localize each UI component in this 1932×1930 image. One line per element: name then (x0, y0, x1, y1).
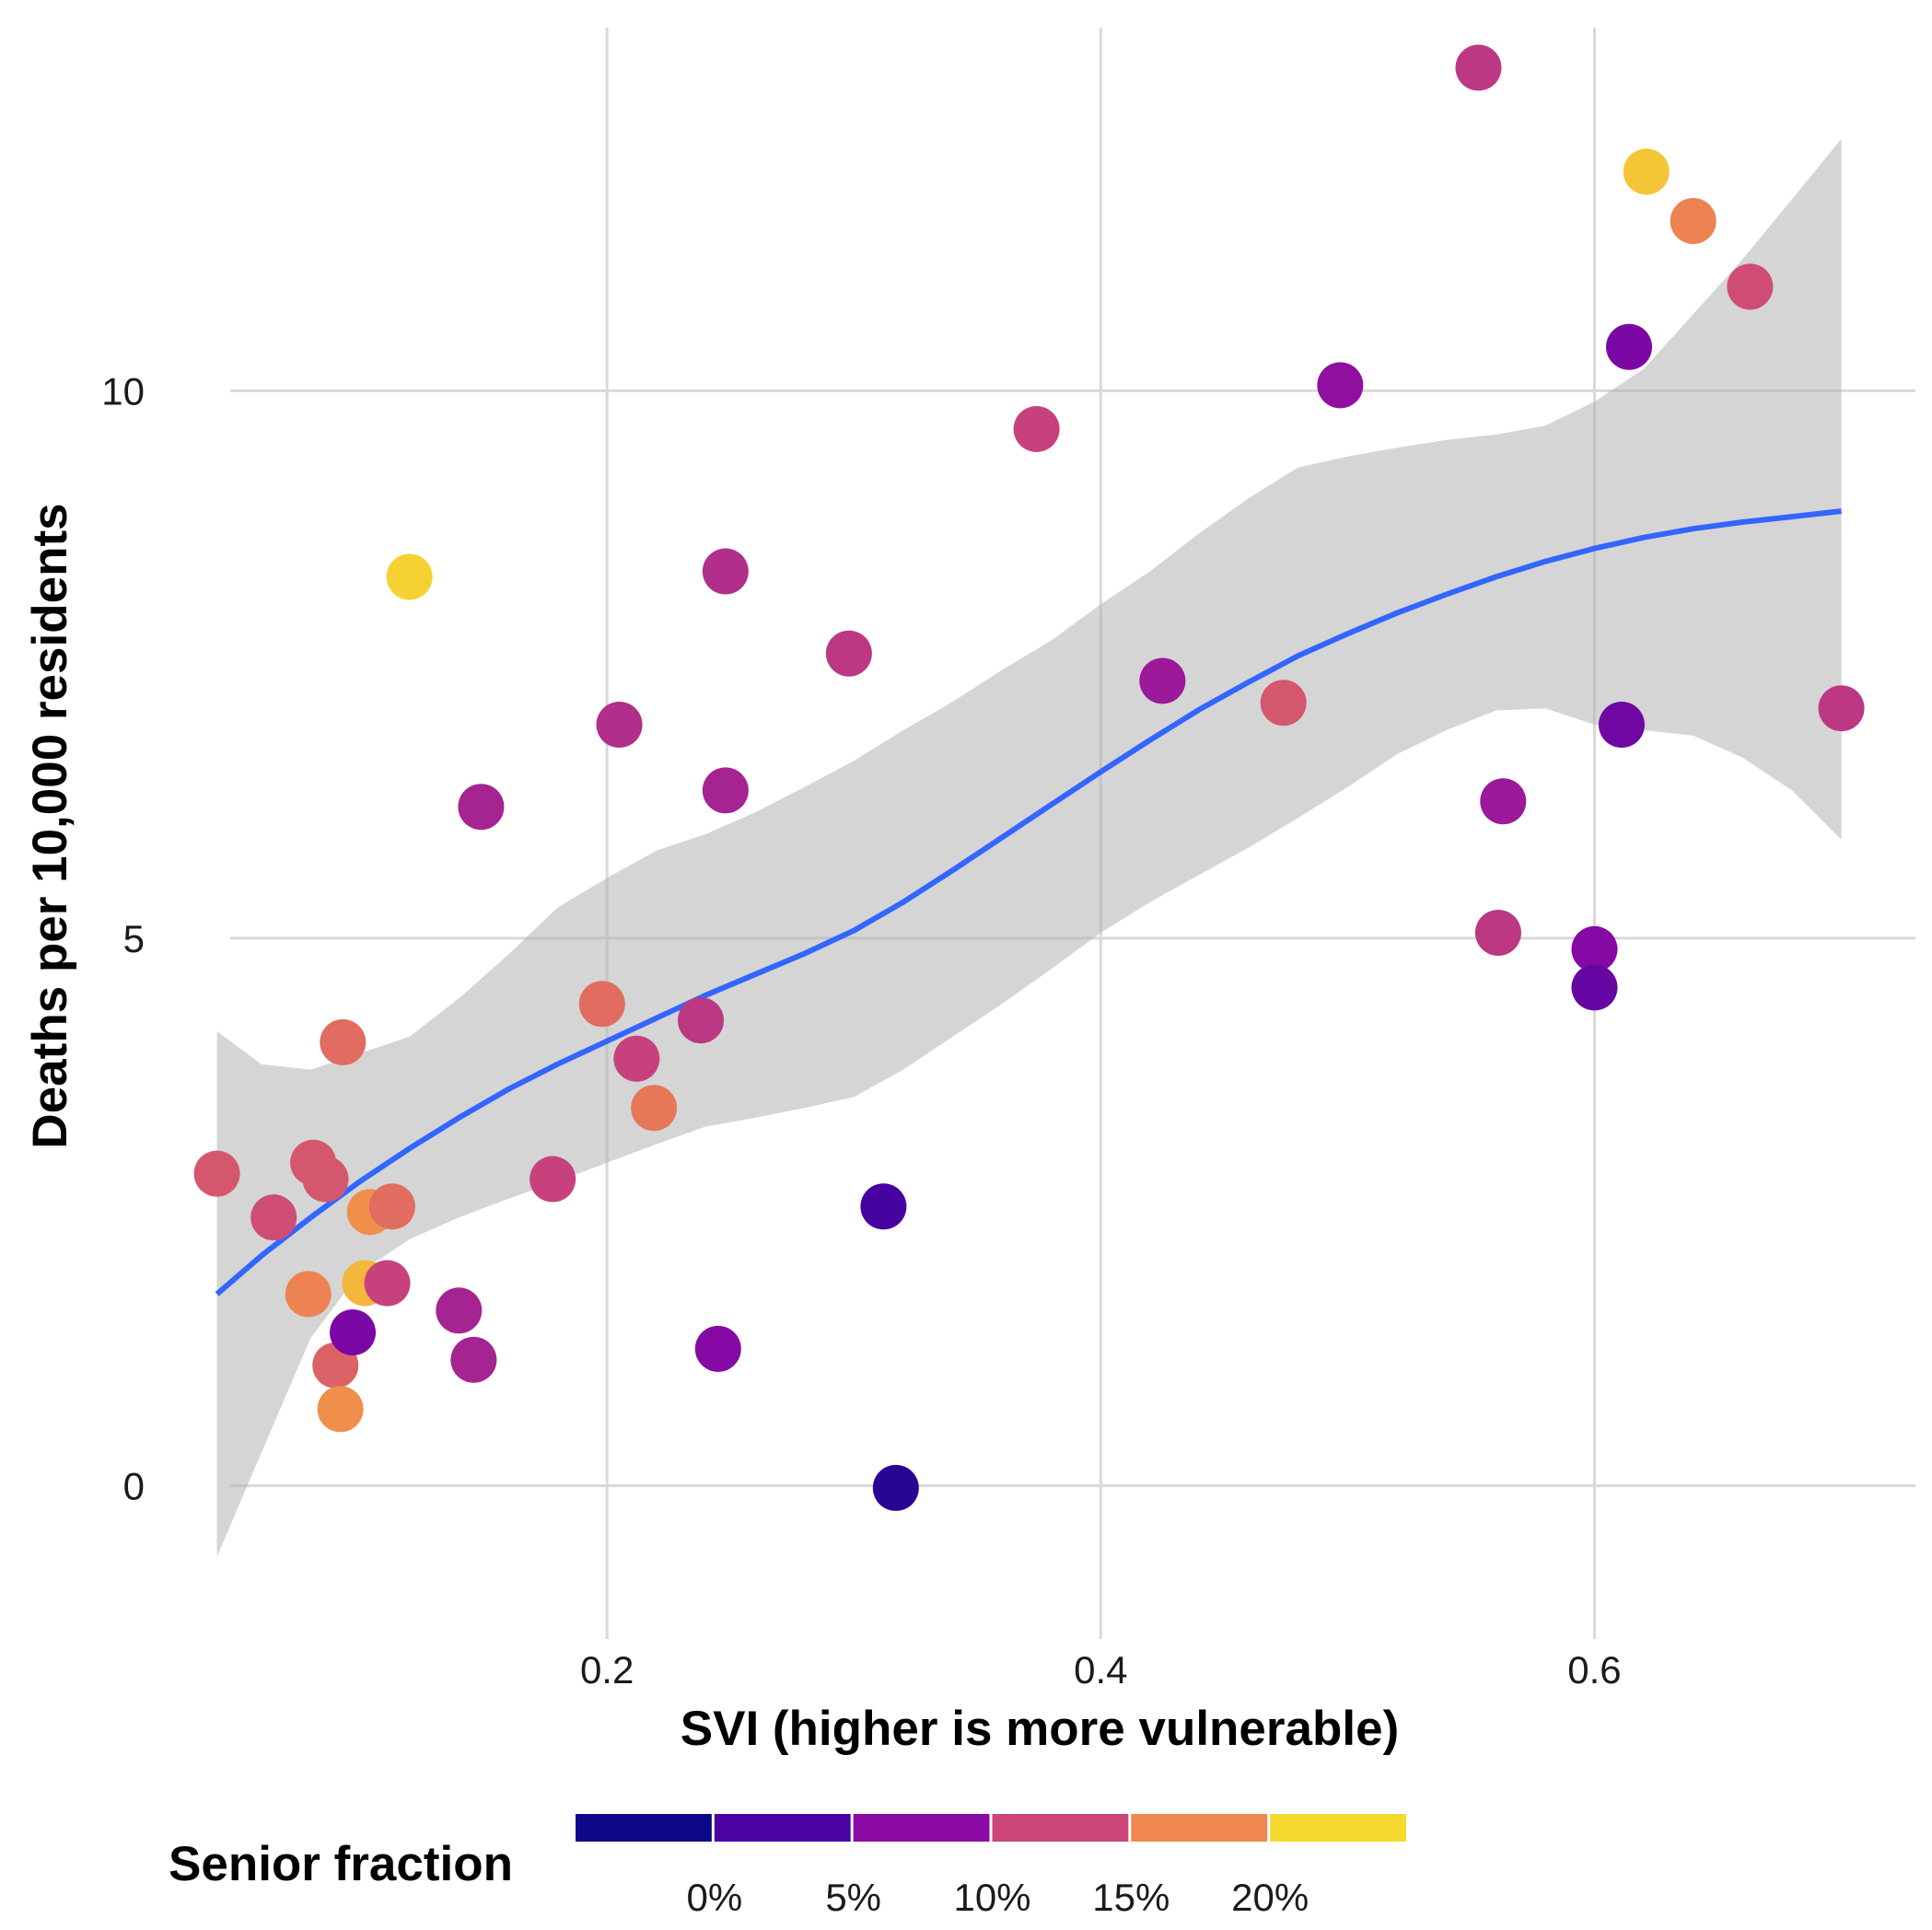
legend-bin (1270, 1814, 1406, 1842)
x-tick-label: 0.2 (580, 1648, 634, 1692)
data-point (825, 630, 872, 677)
data-point (302, 1156, 349, 1203)
data-point (631, 1085, 678, 1132)
data-point (436, 1287, 483, 1334)
data-point (1013, 405, 1060, 452)
legend-bin (714, 1814, 851, 1842)
legend-bin (576, 1814, 712, 1842)
data-point (1317, 362, 1364, 409)
y-tick-label: 0 (123, 1465, 145, 1508)
legend-bin (1131, 1814, 1268, 1842)
y-tick-label: 5 (123, 917, 145, 960)
data-point (1455, 44, 1502, 91)
data-point (1623, 148, 1670, 195)
legend-label: 0% (686, 1876, 742, 1919)
confidence-band (216, 138, 1842, 1557)
data-point (1818, 685, 1865, 732)
data-point (250, 1194, 297, 1241)
data-point (1474, 909, 1521, 956)
legend-labels: 0% 5% 10% 15% 20% (686, 1876, 1309, 1919)
data-point (330, 1309, 377, 1356)
data-point (285, 1271, 332, 1318)
data-point (702, 767, 749, 814)
data-point (368, 1183, 415, 1230)
data-point (702, 548, 749, 595)
x-axis-tick-labels: 0.2 0.4 0.6 (580, 1648, 1622, 1692)
legend-title: Senior fraction (169, 1837, 513, 1891)
data-point (1598, 702, 1645, 749)
data-point (613, 1035, 660, 1082)
y-axis-tick-labels: 0 5 10 (101, 369, 145, 1507)
legend-label: 20% (1231, 1876, 1309, 1919)
data-point (578, 981, 625, 1028)
data-point (678, 997, 725, 1044)
data-point (450, 1336, 497, 1383)
legend-bin (992, 1814, 1129, 1842)
data-point (193, 1150, 240, 1197)
data-point (694, 1325, 741, 1372)
x-tick-label: 0.4 (1074, 1648, 1127, 1692)
data-point (872, 1464, 919, 1511)
y-axis-title: Deaths per 10,000 residents (23, 503, 77, 1148)
data-point (1727, 263, 1774, 310)
x-axis-title: SVI (higher is more vulnerable) (681, 1702, 1399, 1756)
data-point (458, 784, 505, 831)
data-point (317, 1386, 364, 1433)
x-tick-label: 0.6 (1567, 1648, 1621, 1692)
data-point (860, 1183, 907, 1230)
color-legend: Senior fraction 0% 5% 10% 15% 20% (169, 1814, 1406, 1919)
y-tick-label: 10 (101, 369, 145, 413)
data-point (596, 702, 643, 749)
legend-color-bar (576, 1814, 1406, 1842)
legend-bin (853, 1814, 990, 1842)
data-point (1260, 680, 1307, 727)
data-point (1571, 925, 1618, 972)
data-point (1480, 778, 1527, 825)
confidence-band-area (216, 138, 1842, 1557)
data-point (364, 1260, 411, 1307)
data-points (193, 44, 1865, 1511)
legend-label: 15% (1092, 1876, 1170, 1919)
data-point (1139, 657, 1186, 704)
smooth-line-layer (215, 508, 1842, 1296)
smooth-line (215, 508, 1842, 1296)
legend-label: 10% (953, 1876, 1030, 1919)
data-point (530, 1156, 576, 1203)
data-point (1606, 323, 1653, 370)
data-point (1670, 198, 1717, 244)
data-point (1571, 964, 1618, 1011)
legend-label: 5% (825, 1876, 881, 1919)
data-point (386, 553, 433, 600)
data-point (320, 1018, 367, 1065)
